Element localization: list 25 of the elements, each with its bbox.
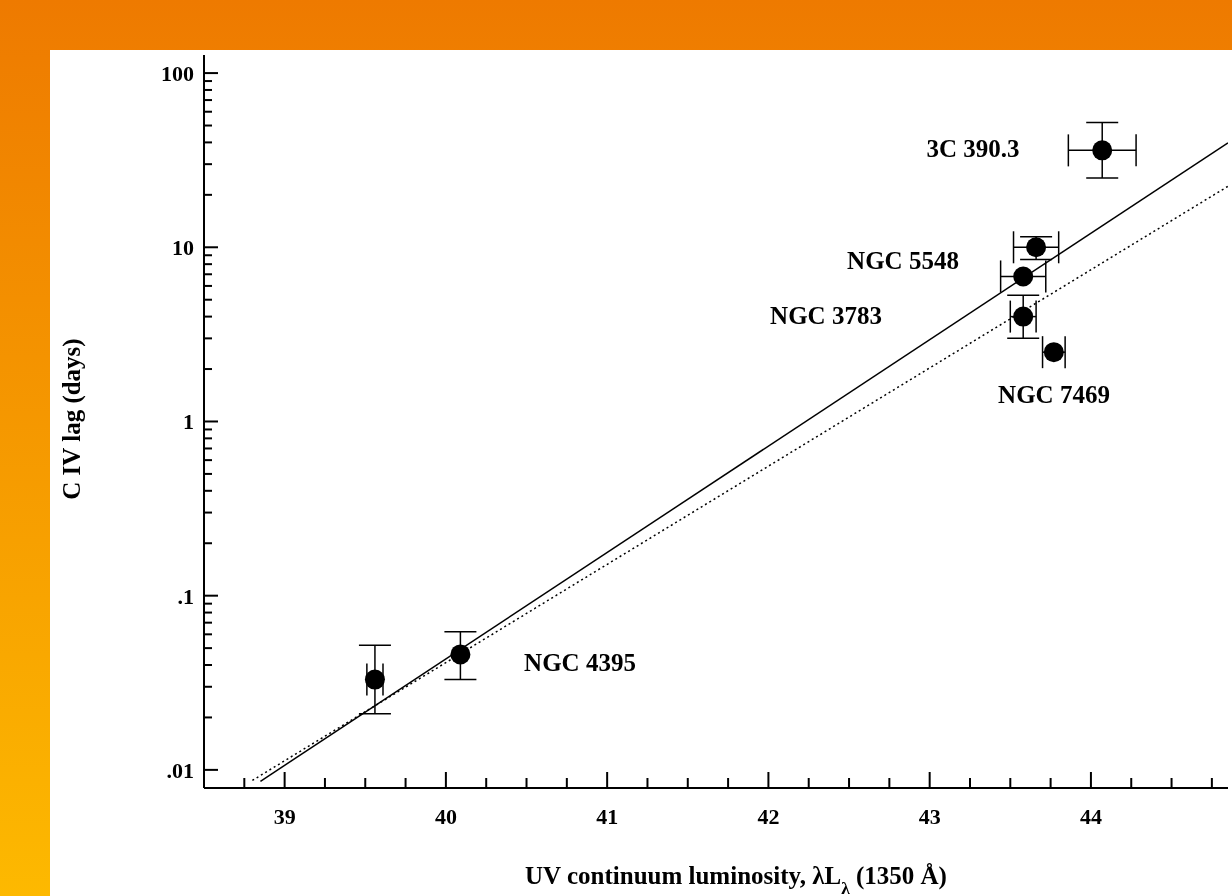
x-tick-label: 43: [918, 804, 941, 829]
point: [1013, 266, 1034, 287]
x-tick-label: 40: [434, 804, 457, 829]
y-tick-label: .01: [166, 757, 194, 783]
annotation: NGC 5548: [847, 247, 959, 275]
annotation: NGC 3783: [770, 302, 882, 330]
x-axis-title: UV continuum luminosity, λL$_{λ}$ (1350 Å): [525, 862, 947, 896]
y-tick-label: 10: [172, 235, 194, 261]
x-tick-label: 44: [1079, 804, 1102, 829]
y-axis-title: C IV lag (days): [58, 338, 86, 500]
point: [1013, 306, 1034, 327]
y-tick-label: 1: [183, 409, 194, 435]
annotation: NGC 7469: [998, 381, 1110, 409]
point: [1026, 237, 1047, 258]
point: [1092, 140, 1113, 161]
annotation: 3C 390.3: [926, 135, 1020, 163]
x-tick-label: 39: [273, 804, 296, 829]
point: [450, 644, 471, 665]
point: [1043, 342, 1064, 363]
x-tick-label: 41: [596, 804, 619, 829]
point: [364, 669, 385, 690]
y-tick-label: .1: [177, 583, 194, 609]
y-tick-label: 100: [161, 61, 194, 87]
x-tick-label: 42: [757, 804, 780, 829]
annotation: NGC 4395: [524, 649, 636, 677]
